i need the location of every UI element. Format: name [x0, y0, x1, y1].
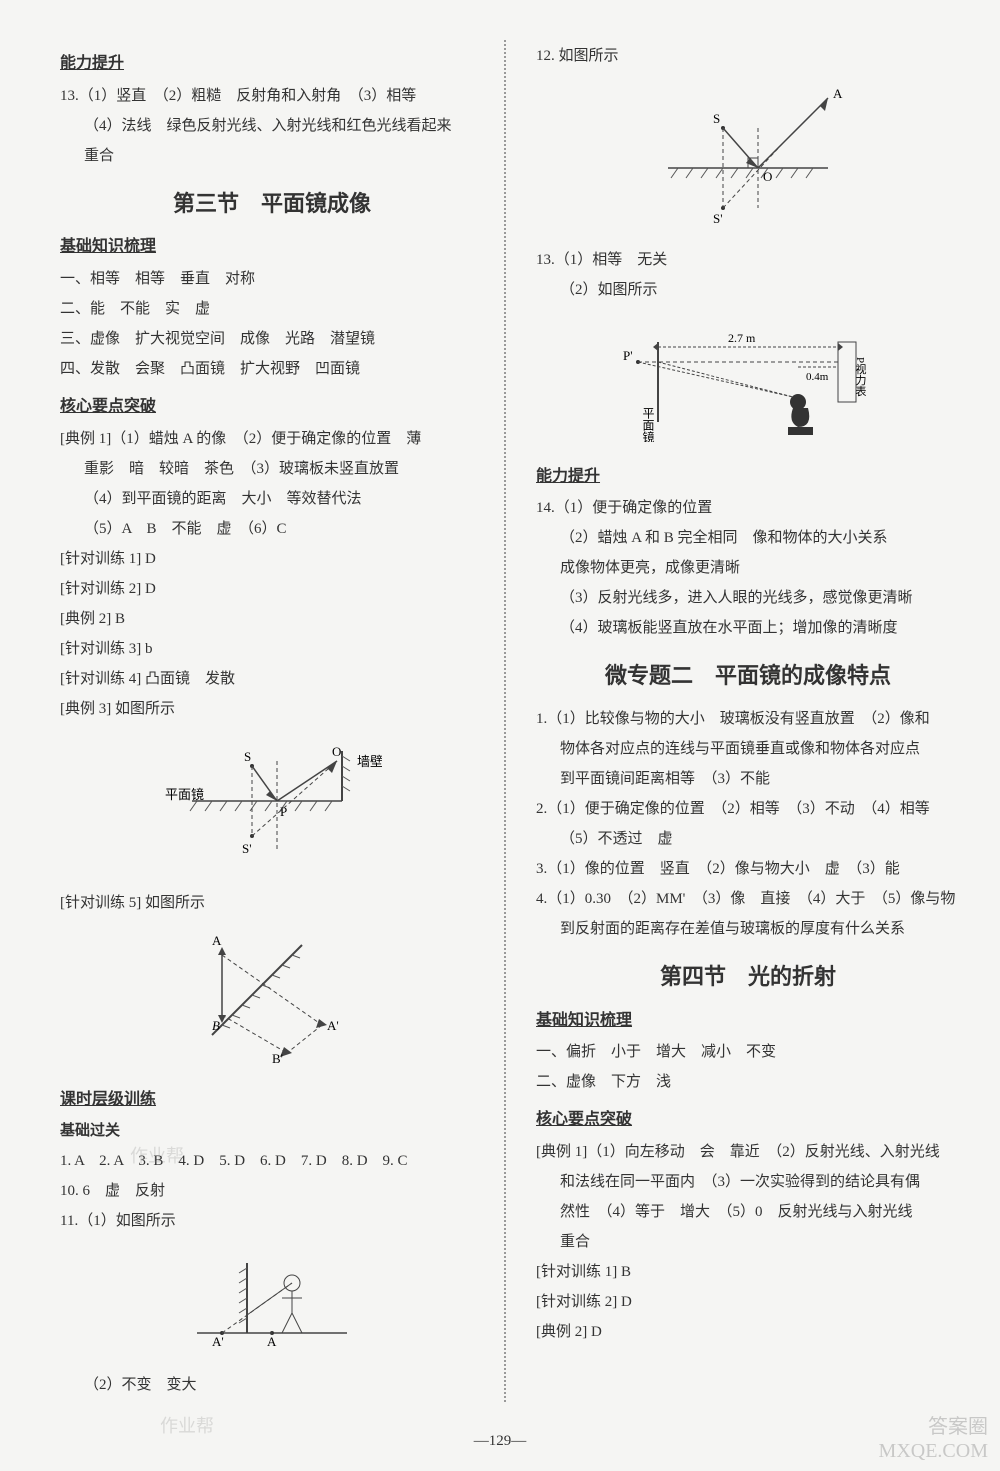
- dist1-label: 2.7 m: [728, 331, 756, 345]
- ability-header: 能力提升: [536, 463, 960, 492]
- text-line: （4）到平面镜的距离 大小 等效替代法: [60, 486, 484, 513]
- brand-watermark: 答案圈 MXQE.COM: [879, 1415, 988, 1463]
- text-line: 重合: [536, 1229, 960, 1256]
- left-column: 能力提升 13.（1）竖直 （2）粗糙 反射角和入射角 （3）相等 （4）法线 …: [60, 40, 506, 1402]
- wall-label: 墙壁: [357, 754, 382, 769]
- point-a: A: [267, 1334, 277, 1349]
- text-line: （5）不透过 虚: [536, 826, 960, 853]
- text-line: （2）如图所示: [536, 277, 960, 304]
- level-header: 课时层级训练: [60, 1086, 484, 1115]
- figure-q11-diagram: A A': [60, 1243, 484, 1364]
- figure-p5-diagram: A B A' B': [60, 925, 484, 1076]
- core-header: 核心要点突破: [60, 393, 484, 422]
- text-line: [针对训练 1] B: [536, 1259, 960, 1286]
- text-line: 一、相等 相等 垂直 对称: [60, 266, 484, 293]
- text-line: （2）蜡烛 A 和 B 完全相同 像和物体的大小关系: [536, 525, 960, 552]
- basic-header: 基础知识梳理: [60, 233, 484, 262]
- core-header2: 核心要点突破: [536, 1106, 960, 1135]
- text-line: 11.（1）如图所示: [60, 1208, 484, 1235]
- point-sp: S': [713, 211, 723, 226]
- text-line: （4）法线 绿色反射光线、入射光线和红色光线看起来: [60, 113, 484, 140]
- point-a: A: [833, 86, 843, 101]
- micro-title: 微专题二 平面镜的成像特点: [536, 656, 960, 696]
- text-line: [典例 2] B: [60, 606, 484, 633]
- text-line: [针对训练 3] b: [60, 636, 484, 663]
- text-line: 到反射面的距离存在差值与玻璃板的厚度有什么关系: [536, 916, 960, 943]
- point-a: A: [212, 933, 222, 948]
- text-line: [针对训练 2] D: [536, 1289, 960, 1316]
- text-line: （5）A B 不能 虚 （6）C: [60, 516, 484, 543]
- text-line: 1.（1）比较像与物的大小 玻璃板没有竖直放置 （2）像和: [536, 706, 960, 733]
- text-line: 13.（1）竖直 （2）粗糙 反射角和入射角 （3）相等: [60, 83, 484, 110]
- point-b: B: [212, 1018, 220, 1033]
- text-line: （2）不变 变大: [60, 1372, 484, 1399]
- text-line: 四、发散 会聚 凸面镜 扩大视野 凹面镜: [60, 356, 484, 383]
- chart-label: P视力表: [854, 357, 867, 397]
- text-line: 三、虚像 扩大视觉空间 成像 光路 潜望镜: [60, 326, 484, 353]
- text-line: 一、偏折 小于 增大 减小 不变: [536, 1039, 960, 1066]
- basic-header2: 基础知识梳理: [536, 1007, 960, 1036]
- text-line: 重合: [60, 143, 484, 170]
- basic-pass: 基础过关: [60, 1118, 484, 1145]
- text-line: 和法线在同一平面内 （3）一次实验得到的结论具有偶: [536, 1169, 960, 1196]
- text-line: [针对训练 2] D: [60, 576, 484, 603]
- point-pp: P': [623, 348, 633, 363]
- text-line: 2.（1）便于确定像的位置 （2）相等 （3）不动 （4）相等: [536, 796, 960, 823]
- text-line: [针对训练 4] 凸面镜 发散: [60, 666, 484, 693]
- point-bp: B': [272, 1051, 283, 1065]
- text-line: 10. 6 虚 反射: [60, 1178, 484, 1205]
- text-line: [典例 2] D: [536, 1319, 960, 1346]
- text-line: 然性 （4）等于 增大 （5）0 反射光线与入射光线: [536, 1199, 960, 1226]
- text-line: 1. A 2. A 3. B 4. D 5. D 6. D 7. D 8. D …: [60, 1148, 484, 1175]
- point-s: S: [713, 111, 720, 126]
- point-o: O: [332, 744, 341, 759]
- point-ap: A': [327, 1018, 339, 1033]
- text-line: [典例 1]（1）向左移动 会 靠近 （2）反射光线、入射光线: [536, 1139, 960, 1166]
- text-line: 二、能 不能 实 虚: [60, 296, 484, 323]
- text-line: [典例 3] 如图所示: [60, 696, 484, 723]
- brand-line1: 答案圈: [879, 1415, 988, 1439]
- point-sp: S': [242, 841, 252, 856]
- text-line: （3）反射光线多，进入人眼的光线多，感觉像更清晰: [536, 585, 960, 612]
- mirror-label: 平面镜: [641, 407, 655, 442]
- figure-q13-diagram: 平面镜 P' P视力表 2.7 m 0.4m: [536, 312, 960, 453]
- text-line: （4）玻璃板能竖直放在水平面上；增加像的清晰度: [536, 615, 960, 642]
- section-title-3: 第三节 平面镜成像: [60, 184, 484, 224]
- point-o: O: [763, 169, 772, 184]
- section-title-4: 第四节 光的折射: [536, 957, 960, 997]
- figure-q12-diagram: S A O S': [536, 78, 960, 239]
- text-line: 12. 如图所示: [536, 43, 960, 70]
- text-line: 13.（1）相等 无关: [536, 247, 960, 274]
- point-ap: A': [212, 1334, 224, 1349]
- text-line: [针对训练 5] 如图所示: [60, 890, 484, 917]
- figure-ex3-diagram: 墙壁 平面镜 S O P S': [60, 731, 484, 882]
- text-line: 成像物体更亮，成像更清晰: [536, 555, 960, 582]
- text-line: 到平面镜间距离相等 （3）不能: [536, 766, 960, 793]
- text-line: [针对训练 1] D: [60, 546, 484, 573]
- text-line: 3.（1）像的位置 竖直 （2）像与物大小 虚 （3）能: [536, 856, 960, 883]
- brand-line2: MXQE.COM: [879, 1439, 988, 1463]
- text-line: 重影 暗 较暗 茶色 （3）玻璃板未竖直放置: [60, 456, 484, 483]
- text-line: 二、虚像 下方 浅: [536, 1069, 960, 1096]
- page-number: —129—: [0, 1428, 1000, 1455]
- text-line: 14.（1）便于确定像的位置: [536, 495, 960, 522]
- text-line: 4.（1）0.30 （2）MM' （3）像 直接 （4）大于 （5）像与物: [536, 886, 960, 913]
- dist2-label: 0.4m: [806, 371, 829, 383]
- ability-header: 能力提升: [60, 50, 484, 79]
- text-line: [典例 1]（1）蜡烛 A 的像 （2）便于确定像的位置 薄: [60, 426, 484, 453]
- point-s: S: [244, 749, 251, 764]
- text-line: 物体各对应点的连线与平面镜垂直或像和物体各对应点: [536, 736, 960, 763]
- mirror-label: 平面镜: [165, 787, 204, 802]
- right-column: 12. 如图所示 S A O: [526, 40, 960, 1402]
